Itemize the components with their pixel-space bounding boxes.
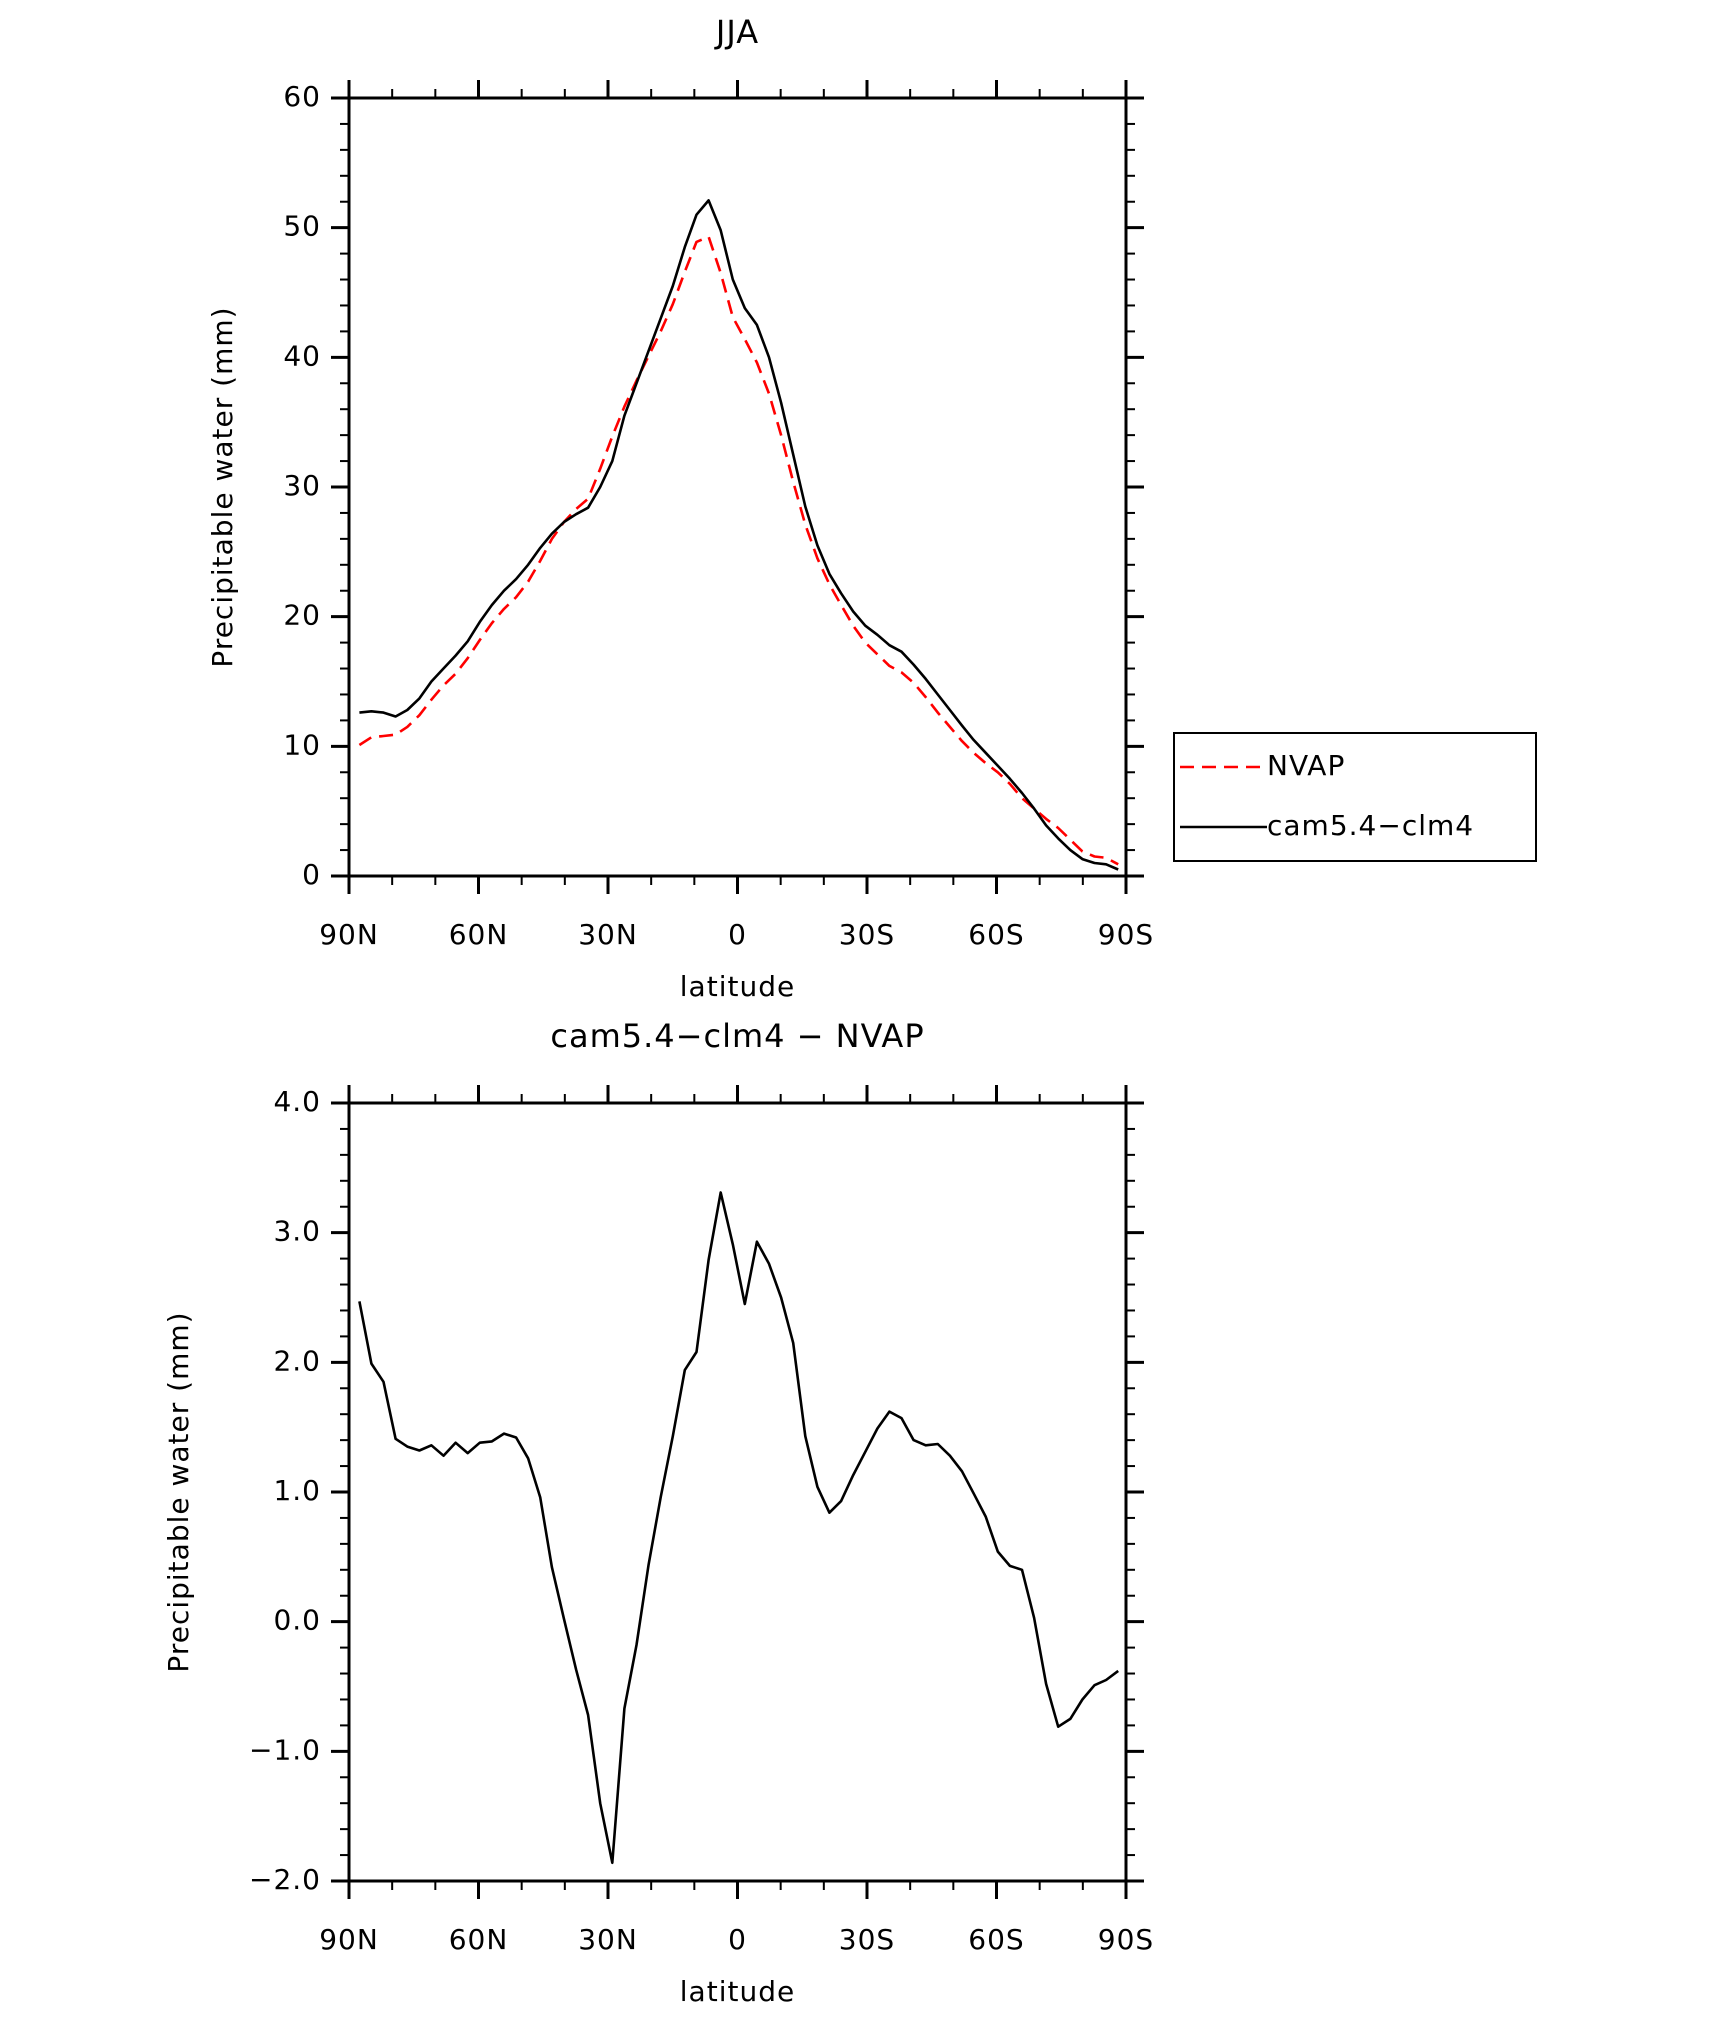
chart-title: JJA	[714, 13, 759, 51]
data-line	[358, 1191, 1119, 1865]
y-tick-label: 50	[283, 210, 321, 243]
x-tick-label: 30N	[578, 1923, 638, 1956]
y-tick-label: 30	[283, 469, 321, 502]
y-tick-label: 20	[283, 599, 321, 632]
chart-title: cam5.4−clm4 − NVAP	[550, 1017, 924, 1055]
y-tick-label: −2.0	[249, 1863, 321, 1896]
legend-label: cam5.4−clm4	[1267, 809, 1474, 842]
plot-frame	[347, 1101, 1128, 1883]
y-tick-label: 0	[302, 858, 321, 891]
y-tick-label: 4.0	[273, 1085, 321, 1118]
x-tick-label: 60S	[968, 918, 1024, 951]
x-tick-label: 30S	[839, 918, 895, 951]
y-tick-label: 0.0	[273, 1604, 321, 1637]
x-tick-label: 60S	[968, 1923, 1024, 1956]
x-tick-label: 30S	[839, 1923, 895, 1956]
x-tick-label: 90N	[319, 918, 379, 951]
x-tick-label: 90S	[1098, 918, 1154, 951]
y-tick-label: 40	[283, 339, 321, 372]
x-tick-label: 60N	[449, 918, 509, 951]
y-tick-label: 10	[283, 728, 321, 761]
y-tick-label: 2.0	[273, 1344, 321, 1377]
x-axis-label: latitude	[680, 1975, 795, 2008]
y-tick-label: 1.0	[273, 1474, 321, 1507]
data-line	[359, 199, 1119, 871]
x-tick-label: 90N	[319, 1923, 379, 1956]
legend-box	[1173, 732, 1537, 862]
x-tick-label: 30N	[578, 918, 638, 951]
legend-label: NVAP	[1267, 749, 1345, 782]
y-tick-label: −1.0	[249, 1733, 321, 1766]
y-tick-label: 60	[283, 80, 321, 113]
x-axis-label: latitude	[680, 970, 795, 1003]
x-tick-label: 0	[728, 918, 747, 951]
plot-frame	[347, 96, 1128, 878]
x-tick-label: 60N	[449, 1923, 509, 1956]
y-axis-label: Precipitable water (mm)	[206, 306, 239, 667]
data-line	[358, 235, 1119, 866]
y-tick-label: 3.0	[273, 1215, 321, 1248]
x-tick-label: 90S	[1098, 1923, 1154, 1956]
x-tick-label: 0	[728, 1923, 747, 1956]
y-axis-label: Precipitable water (mm)	[162, 1311, 195, 1672]
